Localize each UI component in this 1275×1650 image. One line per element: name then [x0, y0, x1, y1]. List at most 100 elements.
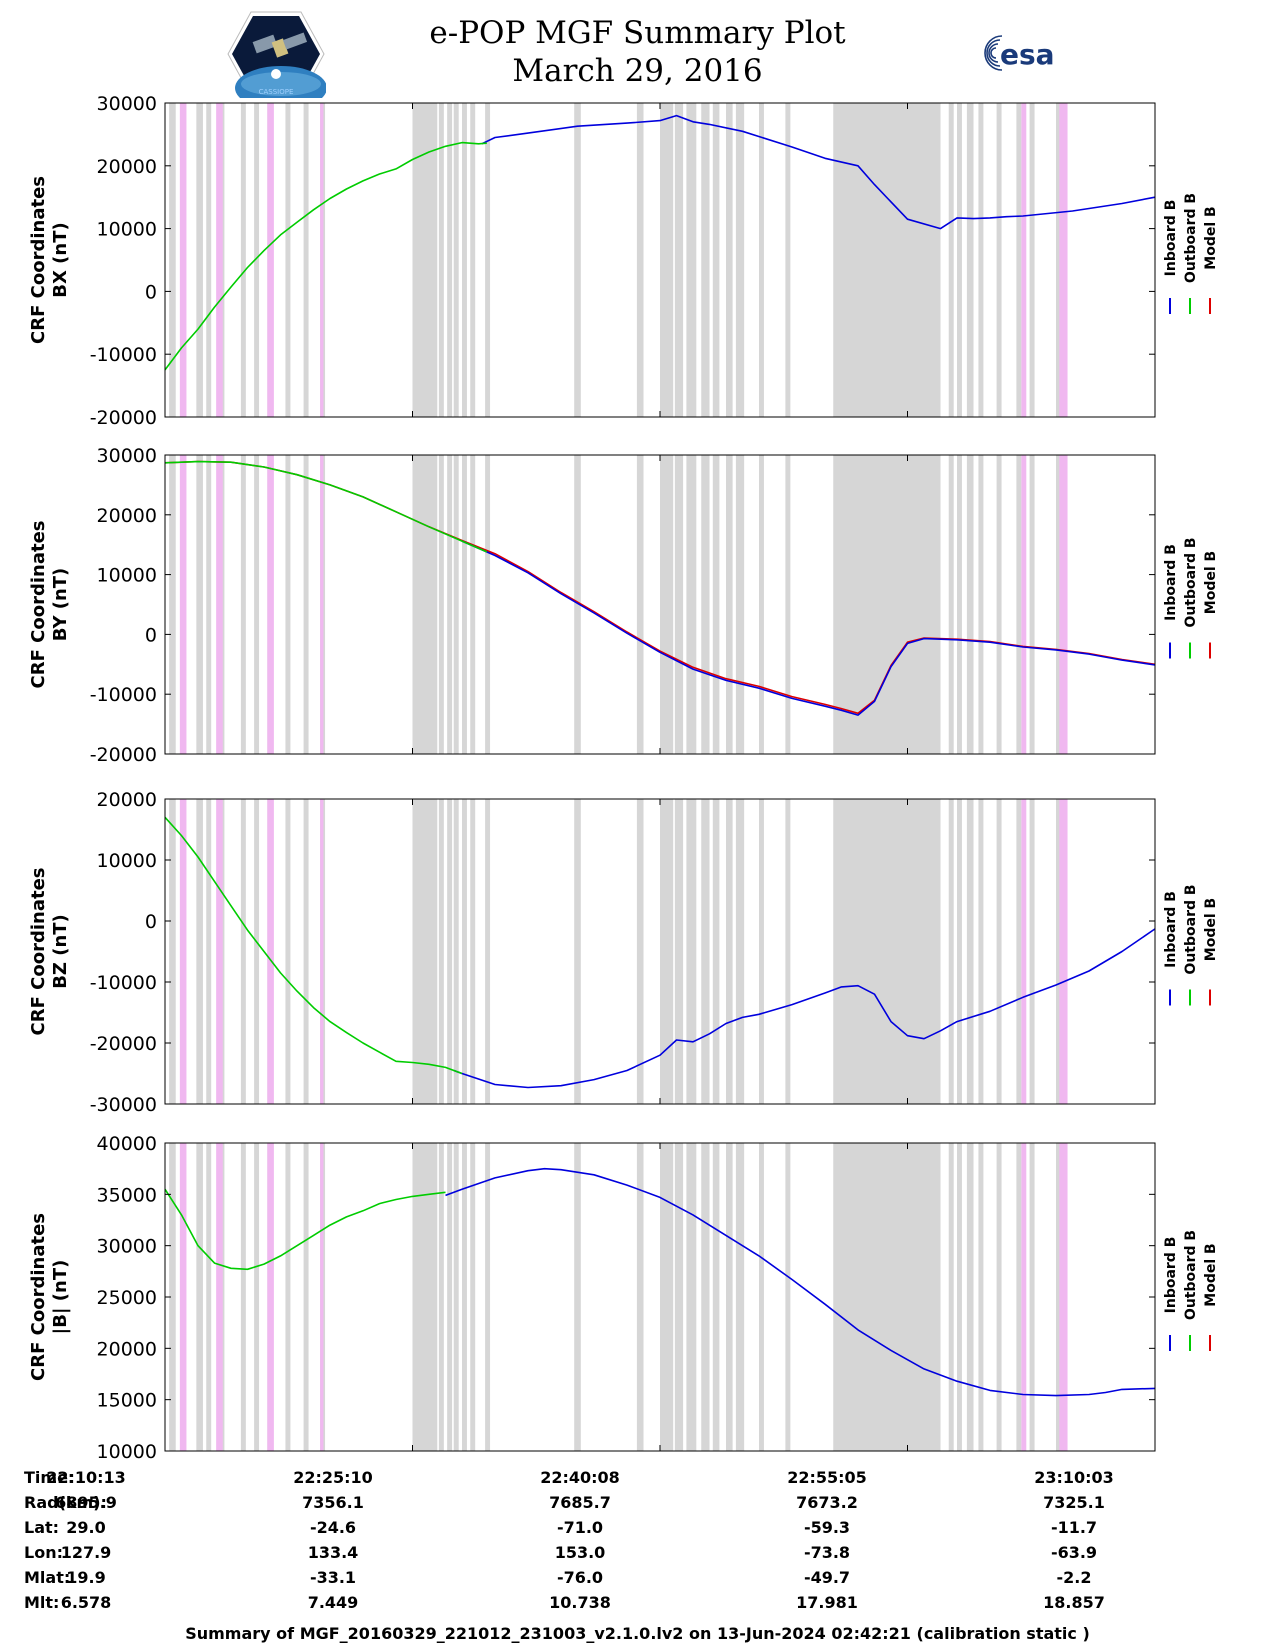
info-row-label: Time:: [24, 1468, 75, 1487]
legend-entry: Model B: [1203, 551, 1219, 614]
info-cell: 22:40:08: [540, 1468, 620, 1487]
info-cell: 7325.1: [1043, 1493, 1105, 1512]
legend-entry: Model B: [1203, 1243, 1219, 1306]
gray-shade-band: [686, 1143, 697, 1451]
gray-shade-band: [285, 799, 291, 1104]
y-tick-label: 10000: [97, 219, 157, 241]
info-cell: 22:10:13: [46, 1468, 126, 1487]
pink-shade-band: [1021, 1143, 1027, 1451]
y-tick-label: 30000: [97, 1236, 157, 1258]
gray-shade-band: [254, 455, 260, 754]
info-cell: 133.4: [307, 1543, 359, 1562]
gray-shade-band: [453, 799, 459, 1104]
gray-shade-band: [196, 455, 203, 754]
gray-shade-band: [701, 455, 710, 754]
y-tick-label: 20000: [97, 505, 157, 527]
pink-shade-band: [1059, 455, 1068, 754]
plot-title: e-POP MGF Summary Plot: [429, 15, 846, 51]
gray-shade-band: [1016, 455, 1022, 754]
gray-shade-band: [636, 799, 644, 1104]
gray-shade-band: [686, 799, 697, 1104]
gray-shade-band: [660, 799, 674, 1104]
gray-shade-band: [574, 103, 581, 417]
gray-shade-band: [948, 1143, 954, 1451]
gray-shade-band: [759, 103, 764, 417]
chart-panel-bx: -20000 -10000 0 10000 20000 30000 CRF Coordina…: [28, 93, 1219, 429]
series-line-outboard-b: [164, 460, 488, 553]
gray-shade-band: [674, 799, 684, 1104]
pink-shade-band: [320, 1143, 324, 1451]
gray-shade-band: [978, 103, 984, 417]
info-cell: -71.0: [556, 1518, 604, 1537]
info-cell: 29.0: [66, 1518, 106, 1537]
gray-shade-band: [447, 455, 453, 754]
y-tick-label: 10000: [97, 565, 157, 587]
gray-shade-band: [240, 1143, 246, 1451]
chart-panel-bz: -30000 -20000 -10000 0 10000 20000 CRF Coordin…: [28, 789, 1219, 1116]
gray-shade-band: [574, 455, 581, 754]
y-axis-label: BZ (nT): [50, 914, 71, 989]
info-cell: -59.3: [803, 1518, 851, 1537]
gray-shade-band: [254, 1143, 260, 1451]
gray-shade-band: [759, 1143, 764, 1451]
gray-shade-band: [701, 103, 710, 417]
gray-shade-band: [438, 455, 444, 754]
gray-shade-band: [966, 1143, 974, 1451]
legend-entry: Model B: [1203, 898, 1219, 961]
gray-shade-band: [412, 103, 438, 417]
info-cell: 17.981: [796, 1593, 858, 1612]
y-tick-label: 20000: [97, 156, 157, 178]
gray-shade-band: [712, 455, 720, 754]
gray-shade-band: [726, 799, 733, 1104]
y-axis-label: BY (nT): [50, 568, 71, 642]
gray-shade-band: [303, 799, 309, 1104]
gray-shade-band: [759, 799, 764, 1104]
plot-date: March 29, 2016: [512, 53, 763, 89]
pink-shade-band: [216, 1143, 223, 1451]
y-axis-label: CRF Coordinates: [28, 1213, 49, 1381]
gray-shade-band: [574, 799, 581, 1104]
legend-entry: Outboard B: [1183, 884, 1199, 974]
info-table: Time: Rad(km): Lat: Lon: Mlat: Mlt: 22:10:13 6…: [0, 1468, 1275, 1618]
pink-shade-band: [1059, 799, 1068, 1104]
gray-shade-band: [957, 799, 962, 1104]
esa-logo-text: esa: [1000, 38, 1055, 71]
gray-shade-band: [1029, 799, 1035, 1104]
gray-shade-band: [438, 1143, 444, 1451]
gray-shade-band: [206, 1143, 212, 1451]
gray-shade-band: [254, 103, 260, 417]
pink-shade-band: [320, 103, 324, 417]
gray-shade-band: [1029, 103, 1035, 417]
pink-shade-band: [1021, 103, 1027, 417]
cassiope-logo: CASSIOPE: [227, 11, 326, 98]
gray-shade-band: [1029, 455, 1035, 754]
gray-shade-band: [712, 1143, 720, 1451]
info-row-label: Rad(km):: [24, 1493, 107, 1512]
y-axis-label: CRF Coordinates: [28, 868, 49, 1036]
gray-shade-band: [735, 1143, 745, 1451]
gray-shade-band: [303, 1143, 309, 1451]
series-line-inboard-b: [445, 1167, 1156, 1397]
series-line-outboard-b: [164, 1188, 446, 1271]
gray-shade-band: [169, 103, 176, 417]
y-tick-label: 10000: [97, 850, 157, 872]
gray-shade-band: [948, 103, 954, 417]
y-tick-label: -30000: [90, 1094, 157, 1116]
pink-shade-band: [267, 103, 274, 417]
info-cell: 7673.2: [796, 1493, 858, 1512]
y-tick-label: 20000: [97, 789, 157, 811]
pink-shade-band: [216, 799, 223, 1104]
gray-shade-band: [470, 103, 476, 417]
gray-shade-band: [303, 455, 309, 754]
gray-shade-band: [674, 103, 684, 417]
esa-logo: esa: [984, 35, 1055, 71]
info-cell: -73.8: [803, 1543, 851, 1562]
gray-shade-band: [636, 455, 644, 754]
pink-shade-band: [179, 1143, 187, 1451]
pink-shade-band: [1059, 103, 1068, 417]
pink-shade-band: [320, 799, 324, 1104]
gray-shade-band: [462, 103, 467, 417]
gray-shade-band: [978, 799, 984, 1104]
info-cell: 127.9: [60, 1543, 112, 1562]
gray-shade-band: [660, 455, 674, 754]
